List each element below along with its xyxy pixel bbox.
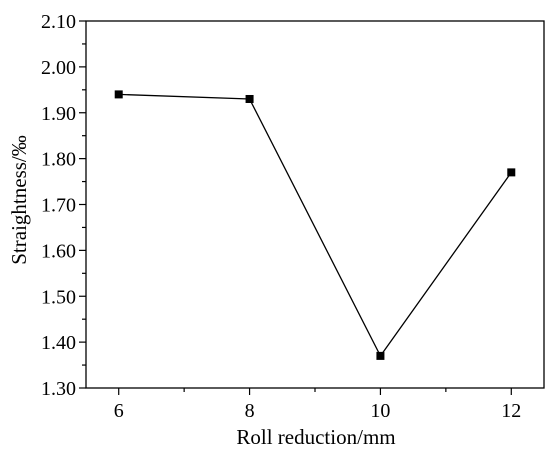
plot-frame <box>85 20 545 389</box>
y-tick-label: 1.80 <box>41 149 76 171</box>
y-tick-label: 1.60 <box>41 240 76 262</box>
x-tick-label: 6 <box>114 400 124 422</box>
y-axis-ticks: 1.30 1.40 1.50 1.60 1.70 1.80 1.90 2.00 2.10 <box>41 11 86 400</box>
y-axis-title: Straightness/‰ <box>7 135 31 265</box>
data-point <box>245 94 254 103</box>
data-point <box>376 351 385 360</box>
x-tick-label: 12 <box>501 400 521 422</box>
x-axis-ticks: 6 8 10 12 <box>114 388 521 422</box>
y-tick-label: 2.10 <box>41 11 76 33</box>
x-tick-label: 8 <box>245 400 255 422</box>
y-tick-label: 1.30 <box>41 378 76 400</box>
y-tick-label: 1.70 <box>41 195 76 217</box>
y-tick-label: 1.50 <box>41 286 76 308</box>
x-axis-title: Roll reduction/mm <box>236 425 395 449</box>
data-point <box>507 168 516 177</box>
plot-border <box>85 20 545 389</box>
data-point <box>114 90 123 99</box>
y-tick-label: 1.90 <box>41 103 76 125</box>
series-line <box>118 93 512 358</box>
x-tick-label: 10 <box>370 400 390 422</box>
series-group <box>114 90 516 360</box>
y-tick-label: 2.00 <box>41 57 76 79</box>
y-tick-label: 1.40 <box>41 332 76 354</box>
